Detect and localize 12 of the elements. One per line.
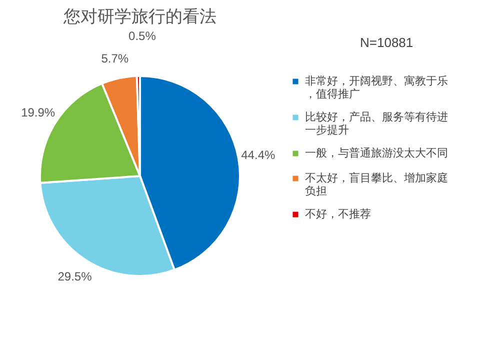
text: N=10881: [360, 35, 414, 50]
legend-label: 不好，不推荐: [305, 208, 371, 220]
legend-label: 一般，与普通旅游没太大不同: [305, 146, 448, 160]
legend-label: 比较好，产品、服务等有待进一步提升: [305, 110, 448, 136]
data-label: 0.5%: [128, 29, 156, 44]
data-label: 29.5%: [58, 270, 92, 284]
legend-label: 非常好，开阔视野、寓教于乐，值得推广: [305, 74, 448, 100]
data-label: 44.4%: [241, 148, 276, 162]
data-label: 19.9%: [21, 106, 56, 120]
legend-label: 不太好，盲目攀比、增加家庭负担: [305, 172, 448, 198]
data-label: 5.7%: [101, 52, 129, 66]
chart-title: 您对研学旅行的看法: [62, 7, 216, 26]
